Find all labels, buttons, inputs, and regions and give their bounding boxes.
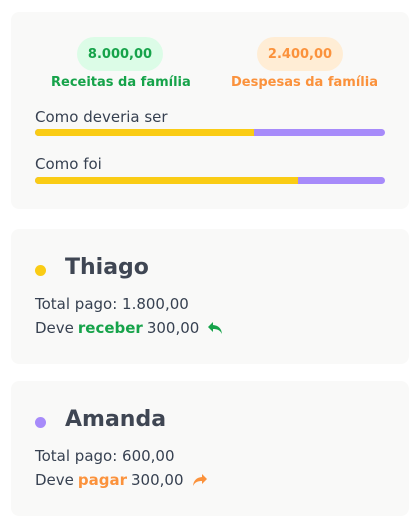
actual-split-bar bbox=[35, 177, 385, 184]
person-name: Thiago bbox=[65, 255, 149, 280]
income-value: 8.000,00 bbox=[87, 46, 153, 62]
reply-arrow-icon bbox=[207, 321, 223, 335]
total-paid: Total pago: 1.800,00 bbox=[35, 295, 189, 313]
forward-arrow-icon bbox=[192, 473, 208, 487]
balance-line: Deve pagar 300,00 bbox=[35, 471, 208, 489]
balance-action: receber bbox=[77, 319, 143, 337]
actual-split-fill bbox=[35, 177, 298, 184]
expense-pill: 2.400,00 bbox=[257, 37, 343, 71]
balance-line: Deve receber 300,00 bbox=[35, 319, 223, 337]
person-card-amanda: Amanda Total pago: 600,00 Deve pagar 300… bbox=[11, 381, 409, 516]
actual-split-label: Como foi bbox=[35, 155, 102, 173]
person-name: Amanda bbox=[65, 407, 167, 432]
person-card-thiago: Thiago Total pago: 1.800,00 Deve receber… bbox=[11, 229, 409, 364]
balance-action: pagar bbox=[77, 471, 128, 489]
expense-label: Despesas da família bbox=[231, 75, 378, 90]
expected-split-bar bbox=[35, 129, 385, 136]
balance-amount: 300,00 bbox=[131, 471, 184, 489]
balance-prefix: Deve bbox=[35, 319, 74, 337]
income-label: Receitas da família bbox=[51, 75, 191, 90]
total-paid: Total pago: 600,00 bbox=[35, 447, 175, 465]
balance-prefix: Deve bbox=[35, 471, 74, 489]
balance-amount: 300,00 bbox=[146, 319, 200, 337]
person-color-dot bbox=[35, 417, 46, 428]
person-color-dot bbox=[35, 265, 46, 276]
summary-card: 8.000,00 Receitas da família 2.400,00 De… bbox=[11, 12, 409, 209]
income-pill: 8.000,00 bbox=[77, 37, 163, 71]
expected-split-fill bbox=[35, 129, 255, 136]
expense-value: 2.400,00 bbox=[267, 46, 333, 62]
expected-split-label: Como deveria ser bbox=[35, 108, 168, 126]
